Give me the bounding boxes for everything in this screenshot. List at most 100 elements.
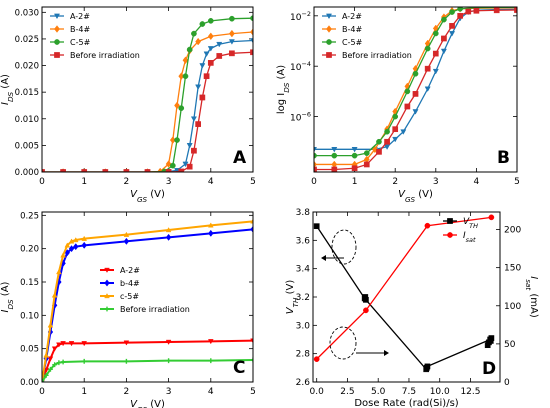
data-point [174, 168, 181, 172]
data-point [424, 86, 431, 92]
series-a-3 [42, 49, 253, 172]
data-point [207, 32, 214, 41]
legend-marker [326, 25, 332, 33]
data-point [191, 147, 197, 154]
data-point [123, 340, 130, 346]
data-point [72, 237, 79, 243]
data-point [174, 137, 180, 143]
panel-d: 0.0 2.5 5.0 7.5 10.0 12.5 2.6 2.8 3.0 3.2 3.4 3.6 3.… [285, 208, 539, 408]
y-right-tick-label: 50 [504, 340, 516, 350]
data-point [182, 56, 189, 65]
x-axis-label: VGS (V) [130, 399, 165, 408]
data-point [384, 128, 390, 135]
data-point [81, 341, 88, 347]
y-tick-label: 0.030 [15, 8, 39, 18]
data-point [208, 358, 214, 364]
series-c-3 [42, 357, 253, 382]
x-tick-label: 3 [433, 177, 439, 187]
series-d-0 [313, 223, 495, 373]
legend-a: A-2# B-4# C-5# Before irradiation [50, 12, 140, 60]
x-tick-label: 4 [474, 177, 480, 187]
data-point [56, 342, 62, 348]
series-b-2 [314, 7, 517, 159]
data-point [191, 30, 197, 37]
series-line [42, 228, 253, 382]
data-point [51, 346, 58, 352]
series-line [42, 51, 253, 172]
data-point [314, 166, 317, 172]
data-point [182, 73, 189, 80]
data-point [493, 7, 500, 14]
data-point [400, 129, 407, 135]
legend-label: c-5# [120, 292, 139, 301]
x-tick-label: 2 [124, 387, 130, 397]
data-point [229, 50, 235, 57]
legend-marker [104, 293, 110, 299]
data-point [331, 166, 338, 172]
y-right-tick-label: 150 [504, 264, 521, 274]
data-point [199, 21, 206, 27]
legend-marker [447, 218, 453, 224]
data-point [68, 238, 75, 244]
panel-a: 0 1 2 3 4 5 0.000 0.005 0.010 0.015 0.020 0.025 0.03… [0, 6, 256, 204]
data-point [178, 105, 185, 111]
y-tick-label: 0.20 [20, 245, 39, 255]
ticks-d: 0.0 2.5 5.0 7.5 10.0 12.5 2.6 2.8 3.0 3.2 3.4 3.6 3.… [296, 208, 522, 397]
y-tick-label: 0.005 [15, 141, 39, 151]
data-point [384, 138, 390, 145]
data-point [195, 84, 202, 90]
x-tick-label: 3 [166, 177, 172, 187]
legend-marker [447, 232, 453, 238]
data-point [207, 46, 214, 52]
axis-annotations [321, 229, 389, 360]
legend-marker [104, 279, 110, 287]
data-point [392, 136, 399, 143]
data-point [457, 12, 464, 19]
y-tick-label: 0.000 [15, 168, 39, 178]
data-point [124, 358, 129, 364]
series-line [42, 220, 253, 382]
data-point [165, 233, 172, 241]
data-point [441, 16, 447, 23]
data-point [64, 242, 71, 248]
legend-label: A-2# [342, 12, 362, 21]
y-axis-label: VTH (V) [285, 280, 300, 315]
data-point [56, 360, 62, 366]
data-point [228, 29, 235, 38]
legend-label: C-5# [70, 38, 91, 47]
y-tick-label: 0.25 [20, 211, 39, 221]
data-point [186, 143, 193, 149]
data-point [123, 231, 130, 237]
x-axis-label: VGS (V) [130, 189, 165, 204]
series-a-2 [42, 15, 253, 172]
legend-marker [104, 267, 110, 273]
y-tick-label: 3.4 [296, 265, 311, 275]
data-point [432, 30, 439, 37]
x-tick-label: 1 [352, 177, 358, 187]
legend-label: b-4# [120, 279, 140, 288]
data-point [208, 229, 214, 237]
y-right-tick-label: 100 [504, 302, 521, 312]
data-point [43, 352, 50, 358]
data-point [473, 7, 480, 14]
data-point [412, 70, 419, 77]
data-point [441, 35, 447, 42]
x-axis-label: Dose Rate (rad(Si)/s) [354, 398, 458, 408]
ticks-b: 0 1 2 3 4 5 10−6 10−4 10−2 [290, 7, 520, 187]
isat-ellipse [329, 326, 357, 360]
y-tick-label: 10−2 [290, 10, 311, 23]
data-point [331, 152, 338, 159]
legend-label: Before irradiation [70, 51, 140, 60]
legend-label: C-5# [342, 38, 363, 47]
x-tick-label: 10.0 [430, 387, 450, 397]
y-tick-label: 0.05 [20, 345, 39, 355]
data-point [60, 341, 66, 347]
data-point [48, 366, 53, 372]
y-axis-label: IDS (A) [0, 74, 15, 105]
legend-b: A-2# B-4# C-5# Before irradiation [322, 12, 412, 60]
x-tick-label: 0 [311, 177, 317, 187]
data-point [186, 46, 193, 53]
data-point [68, 245, 75, 253]
x-tick-label: 0 [39, 177, 45, 187]
y-tick-label: 2.8 [296, 350, 311, 360]
